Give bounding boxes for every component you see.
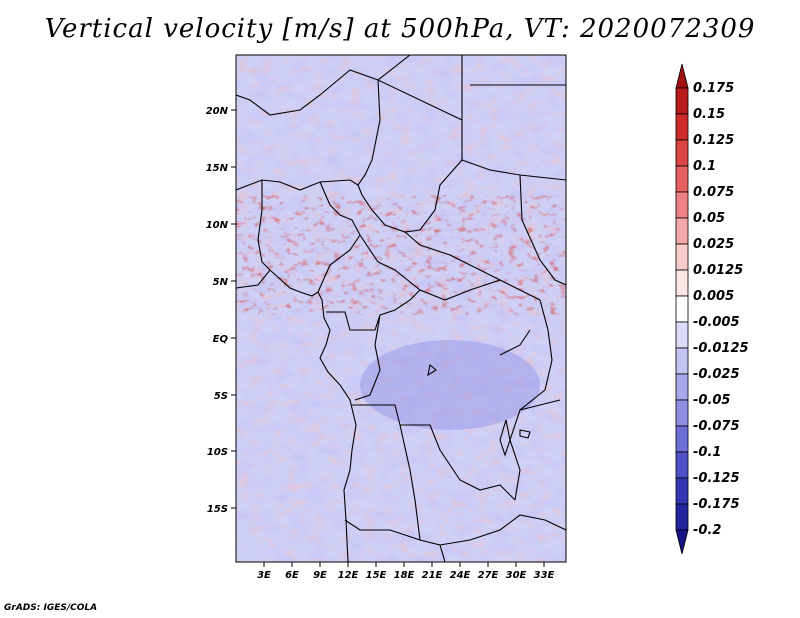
colorbar-label: -0.1 xyxy=(693,445,721,460)
svg-text:21E: 21E xyxy=(422,570,443,581)
lat-tick-eq: EQ xyxy=(213,334,236,345)
colorbar-label: 0.005 xyxy=(693,289,734,304)
colorbar-label: -0.175 xyxy=(693,497,740,512)
svg-text:27E: 27E xyxy=(478,570,499,581)
colorbar-label: 0.025 xyxy=(693,237,734,252)
colorbar-label: -0.0125 xyxy=(693,341,749,356)
lat-tick-15n: 15N xyxy=(206,163,236,174)
svg-text:15E: 15E xyxy=(366,570,387,581)
colorbar-label: 0.15 xyxy=(693,107,725,122)
colorbar-bin xyxy=(675,243,689,271)
lon-tick-6e: 6E xyxy=(285,562,299,581)
svg-text:EQ: EQ xyxy=(213,334,229,345)
lat-tick-10s: 10S xyxy=(207,447,236,458)
colorbar-label: -0.005 xyxy=(693,315,740,330)
svg-text:5N: 5N xyxy=(213,277,229,288)
chart-title: Vertical velocity [m/s] at 500hPa, VT: 2… xyxy=(44,14,756,44)
lon-tick-18e: 18E xyxy=(394,562,415,581)
lon-tick-9e: 9E xyxy=(313,562,327,581)
colorbar: 0.175 0.15 0.125 0.1 0.075 0.05 0.025 0.0125 0.0… xyxy=(675,63,749,555)
longitude-axis: 3E 6E 9E 12E 15E 18E 21E 24E 27E 30E 33E xyxy=(257,562,555,581)
colorbar-bin xyxy=(675,425,689,453)
svg-text:9E: 9E xyxy=(313,570,327,581)
colorbar-bin xyxy=(675,503,689,531)
colorbar-bin xyxy=(675,217,689,245)
colorbar-top-triangle xyxy=(675,63,689,89)
svg-text:10S: 10S xyxy=(207,447,228,458)
svg-text:24E: 24E xyxy=(450,570,471,581)
svg-text:5S: 5S xyxy=(214,391,228,402)
svg-text:15S: 15S xyxy=(207,504,228,515)
colorbar-bin xyxy=(675,321,689,349)
colorbar-label: 0.175 xyxy=(693,81,734,96)
svg-text:12E: 12E xyxy=(338,570,359,581)
colorbar-label: 0.1 xyxy=(693,159,716,174)
colorbar-label: 0.125 xyxy=(693,133,734,148)
colorbar-label: 0.05 xyxy=(693,211,725,226)
svg-text:15N: 15N xyxy=(206,163,229,174)
lat-tick-10n: 10N xyxy=(206,220,236,231)
colorbar-bin xyxy=(675,113,689,141)
colorbar-label: -0.125 xyxy=(693,471,740,486)
lon-tick-3e: 3E xyxy=(257,562,271,581)
lat-tick-5n: 5N xyxy=(213,277,236,288)
colorbar-label: 0.0125 xyxy=(693,263,743,278)
svg-text:6E: 6E xyxy=(285,570,299,581)
svg-text:30E: 30E xyxy=(506,570,527,581)
grads-credit: GrADS: IGES/COLA xyxy=(4,603,98,613)
lat-tick-20n: 20N xyxy=(206,106,236,117)
lon-tick-33e: 33E xyxy=(534,562,555,581)
colorbar-bin xyxy=(675,87,689,115)
lon-tick-15e: 15E xyxy=(366,562,387,581)
colorbar-label: 0.075 xyxy=(693,185,734,200)
svg-text:20N: 20N xyxy=(206,106,229,117)
colorbar-bin xyxy=(675,451,689,479)
map-frame xyxy=(235,54,567,563)
svg-text:10N: 10N xyxy=(206,220,229,231)
colorbar-bin xyxy=(675,399,689,427)
lat-tick-5s: 5S xyxy=(214,391,236,402)
svg-text:33E: 33E xyxy=(534,570,555,581)
colorbar-bin xyxy=(675,139,689,167)
colorbar-bin xyxy=(675,165,689,193)
colorbar-bin xyxy=(675,477,689,505)
svg-text:3E: 3E xyxy=(257,570,271,581)
colorbar-bin xyxy=(675,269,689,297)
latitude-axis: 20N 15N 10N 5N EQ 5S 10S 15S xyxy=(206,106,236,515)
lon-tick-21e: 21E xyxy=(422,562,443,581)
lat-tick-15s: 15S xyxy=(207,504,236,515)
lon-tick-24e: 24E xyxy=(450,562,471,581)
lon-tick-30e: 30E xyxy=(506,562,527,581)
colorbar-label: -0.05 xyxy=(693,393,730,408)
colorbar-bottom-triangle xyxy=(675,529,689,555)
lon-tick-12e: 12E xyxy=(338,562,359,581)
colorbar-label: -0.025 xyxy=(693,367,740,382)
svg-text:18E: 18E xyxy=(394,570,415,581)
colorbar-bin xyxy=(675,373,689,401)
colorbar-bin xyxy=(675,191,689,219)
lon-tick-27e: 27E xyxy=(478,562,499,581)
colorbar-label: -0.2 xyxy=(693,523,721,538)
country-borders xyxy=(236,55,566,562)
colorbar-bin xyxy=(675,347,689,375)
colorbar-bin xyxy=(675,295,689,323)
colorbar-label: -0.075 xyxy=(693,419,740,434)
vertical-velocity-field xyxy=(236,55,566,562)
